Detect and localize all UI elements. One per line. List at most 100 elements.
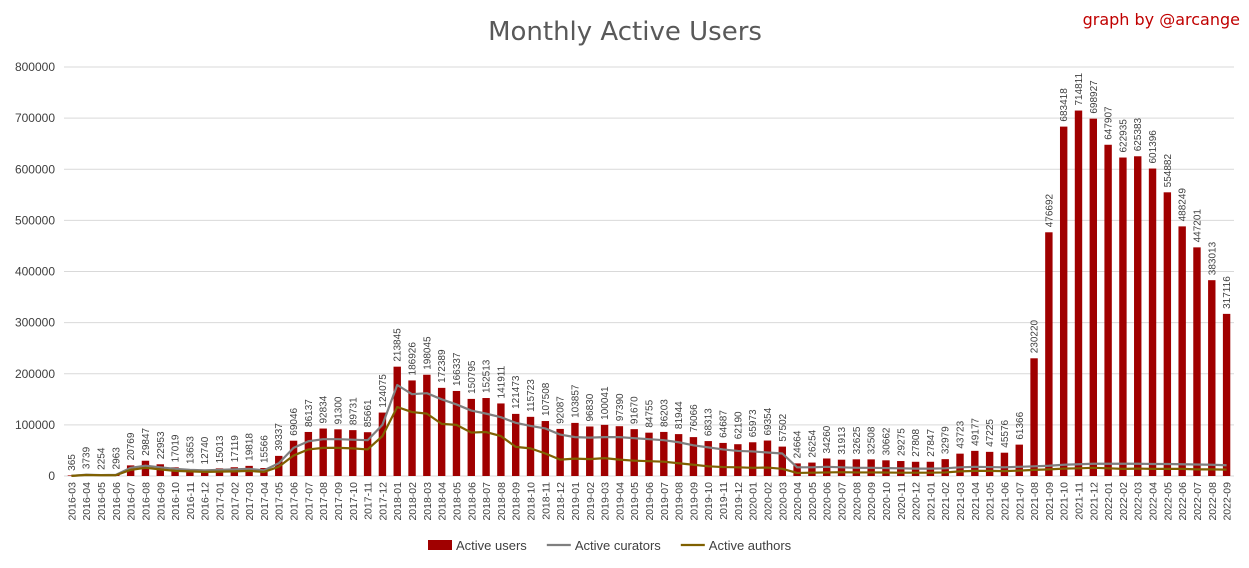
bar [1193, 247, 1201, 476]
bar [1178, 226, 1186, 476]
data-label: 89731 [348, 397, 359, 425]
bar [482, 398, 490, 476]
data-label: 29847 [141, 427, 152, 455]
bar [363, 432, 372, 476]
x-tick-label: 2021-11 [1073, 482, 1085, 520]
x-tick-label: 2020-04 [792, 482, 804, 521]
data-label: 27808 [911, 429, 922, 457]
x-tick-label: 2020-11 [896, 482, 908, 520]
chart-credit: graph by @arcange [1083, 10, 1240, 29]
bar [615, 426, 624, 476]
data-label: 76066 [689, 404, 700, 432]
data-label: 32625 [852, 426, 863, 454]
x-tick-label: 2018-03 [422, 482, 434, 521]
bar [660, 431, 668, 476]
x-tick-label: 2022-04 [1148, 482, 1160, 521]
bar [600, 424, 609, 476]
x-tick-label: 2017-02 [229, 482, 241, 521]
x-tick-label: 2018-01 [392, 482, 404, 521]
bar [985, 451, 994, 476]
data-label: 43723 [956, 420, 967, 448]
data-label: 49177 [970, 418, 981, 446]
x-tick-label: 2018-05 [451, 482, 463, 521]
bar [349, 430, 357, 476]
data-label: 554882 [1163, 154, 1174, 188]
x-tick-label: 2020-10 [881, 482, 893, 521]
data-label: 213845 [393, 328, 404, 362]
x-tick-label: 2017-03 [244, 482, 256, 521]
bar [674, 434, 683, 476]
bar [971, 450, 979, 476]
x-tick-label: 2019-12 [733, 482, 745, 521]
x-tick-label: 2019-09 [688, 482, 700, 521]
bar [289, 440, 298, 476]
data-labels: 365 3739 2254 2963 20769 29847 22953 17019 13653… [67, 72, 1233, 470]
data-label: 3739 [82, 446, 93, 469]
x-tick-label: 2018-12 [555, 482, 567, 521]
x-tick-label: 2019-06 [644, 482, 656, 521]
data-label: 15013 [215, 435, 226, 463]
x-tick-label: 2017-06 [289, 482, 301, 521]
legend-swatch [428, 540, 452, 550]
data-label: 622935 [1118, 119, 1129, 153]
bar [1104, 144, 1112, 476]
x-tick-label: 2016-06 [111, 482, 123, 521]
bar [1030, 358, 1038, 476]
data-label: 86137 [304, 399, 315, 427]
x-tick-label: 2022-09 [1222, 482, 1234, 521]
data-label: 17019 [171, 434, 182, 462]
x-tick-label: 2018-08 [496, 482, 508, 521]
x-tick-label: 2021-03 [955, 482, 967, 521]
data-label: 714811 [1074, 72, 1085, 105]
bar [1163, 192, 1172, 476]
data-label: 166337 [452, 352, 463, 386]
bar [586, 426, 594, 476]
y-tick-label: 500000 [15, 213, 55, 227]
data-label: 476692 [1044, 193, 1055, 227]
x-tick-label: 2021-07 [1014, 482, 1026, 521]
chart-title: Monthly Active Users [488, 17, 762, 47]
x-tick-label: 2018-04 [437, 482, 449, 521]
data-label: 32508 [867, 426, 878, 454]
x-tick-label: 2016-05 [96, 482, 108, 521]
x-tick-label: 2021-01 [925, 482, 937, 521]
data-label: 121473 [511, 375, 522, 409]
bar [808, 462, 816, 476]
x-tick-label: 2018-06 [466, 482, 478, 521]
data-label: 96830 [585, 393, 596, 421]
x-tick-label: 2016-11 [185, 482, 197, 520]
x-tick-label: 2017-09 [333, 482, 345, 521]
bar [556, 428, 564, 476]
bar [452, 390, 461, 476]
data-label: 86203 [659, 399, 670, 427]
x-tick-label: 2019-10 [703, 482, 715, 521]
data-label: 698927 [1089, 80, 1100, 114]
bar [1015, 444, 1023, 476]
data-label: 24664 [793, 430, 804, 458]
x-tick-label: 2019-08 [674, 482, 686, 521]
x-tick-label: 2016-10 [170, 482, 182, 521]
bar [393, 366, 401, 476]
x-tick-label: 2019-11 [718, 482, 730, 520]
data-label: 92834 [319, 395, 330, 423]
series-lines [71, 383, 1227, 477]
bar [334, 429, 342, 476]
x-tick-label: 2019-01 [570, 482, 582, 521]
data-label: 19818 [245, 433, 256, 461]
data-label: 97390 [615, 393, 626, 421]
data-label: 172389 [437, 349, 448, 383]
data-label: 683418 [1059, 88, 1070, 122]
x-tick-label: 2017-10 [348, 482, 360, 521]
bar [571, 422, 579, 476]
data-label: 13653 [185, 436, 196, 464]
bar [719, 442, 727, 476]
bar [1222, 313, 1231, 476]
x-tick-label: 2022-01 [1103, 482, 1115, 521]
x-tick-label: 2020-03 [777, 482, 789, 521]
bar [378, 412, 387, 476]
x-tick-label: 2019-02 [585, 482, 597, 521]
data-label: 26254 [807, 429, 818, 457]
x-tick-label: 2021-02 [940, 482, 952, 521]
y-tick-label: 700000 [15, 111, 55, 125]
x-tick-label: 2019-05 [629, 482, 641, 521]
